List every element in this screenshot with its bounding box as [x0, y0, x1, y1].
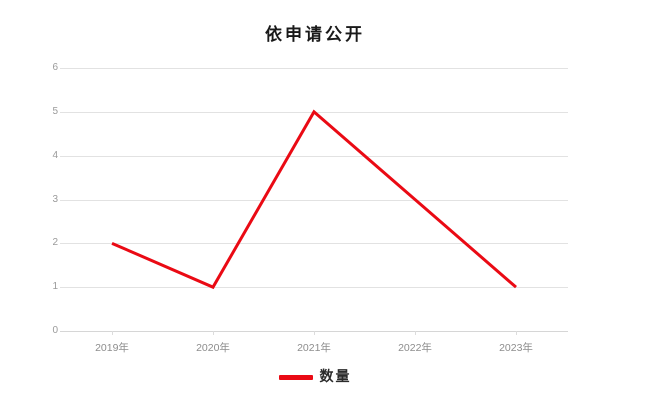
chart-legend: 数量	[0, 370, 630, 384]
y-axis-label-6: 6	[52, 62, 58, 73]
gridline-4	[60, 155, 568, 157]
x-axis-label-2022: 2022年	[398, 342, 432, 354]
x-tick-2023	[516, 331, 517, 335]
gridline-1	[60, 287, 568, 289]
y-axis-label-1: 1	[52, 281, 58, 293]
gridline-3	[60, 199, 568, 201]
y-axis-label-5: 5	[52, 105, 58, 117]
gridline-5	[60, 111, 568, 113]
x-tick-2021	[314, 331, 315, 335]
x-axis-label-2019: 2019年	[95, 342, 129, 354]
gridline-6	[60, 68, 568, 69]
legend-label-shuliang: 数量	[319, 369, 352, 385]
x-tick-2022	[415, 331, 416, 335]
x-axis-label-2020: 2020年	[196, 342, 230, 354]
x-tick-2019	[112, 331, 113, 335]
x-tick-2020	[213, 331, 214, 335]
plot-area	[60, 68, 568, 332]
legend-swatch-shuliang	[278, 374, 313, 380]
y-axis-label-0: 0	[52, 325, 58, 336]
gridline-2	[60, 243, 568, 245]
y-axis-label-2: 2	[52, 237, 58, 249]
x-axis-label-2021: 2021年	[297, 342, 331, 354]
x-axis-label-2023: 2023年	[499, 342, 533, 354]
chart-title: 依申请公开	[265, 25, 365, 45]
y-axis-label-3: 3	[52, 193, 58, 205]
y-axis-label-4: 4	[52, 149, 58, 161]
